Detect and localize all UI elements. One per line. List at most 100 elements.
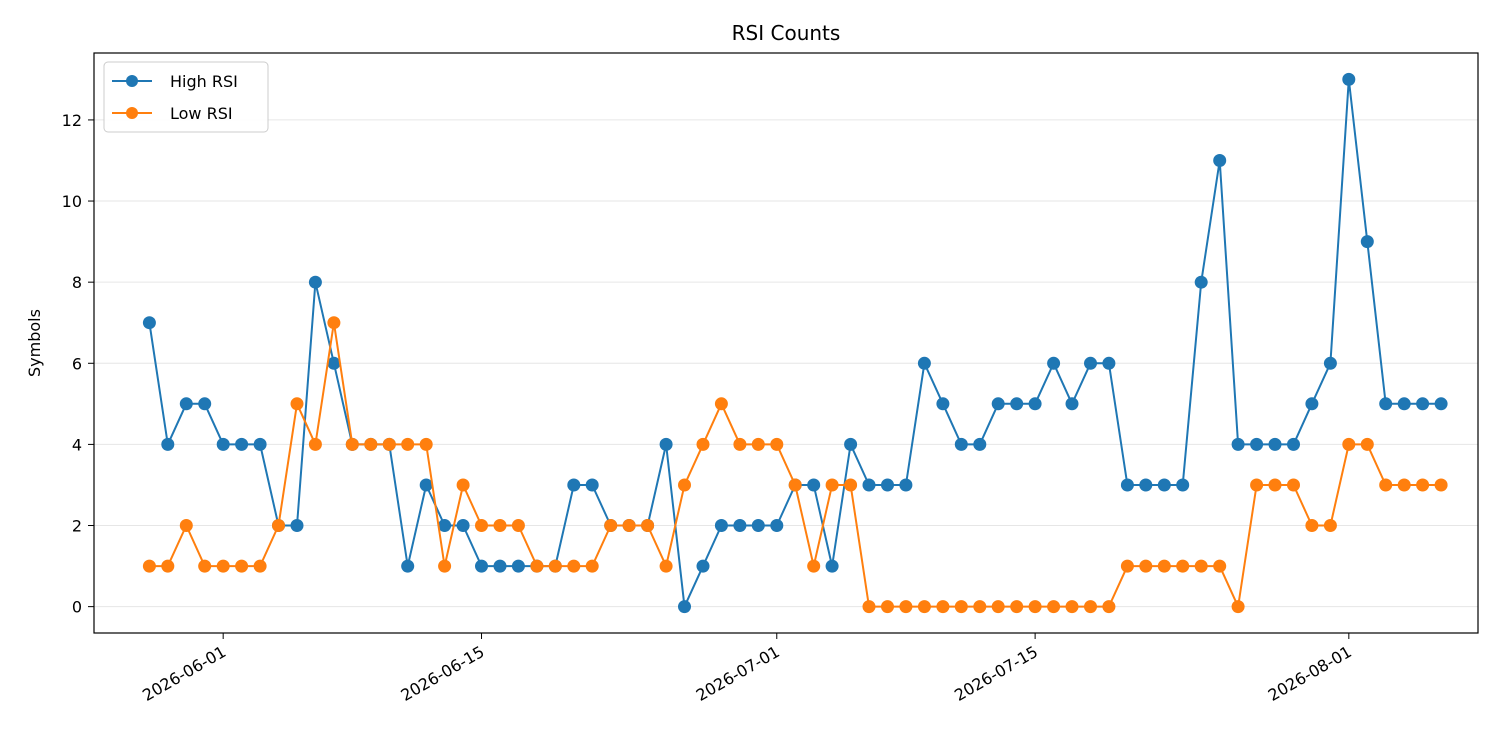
data-point	[973, 600, 987, 614]
data-point	[1194, 275, 1208, 289]
data-point	[751, 437, 765, 451]
data-point	[1213, 154, 1227, 167]
data-point	[1176, 478, 1190, 492]
y-tick-label: 6	[72, 354, 82, 373]
data-point	[881, 478, 894, 492]
data-point	[1102, 600, 1116, 614]
data-point	[253, 559, 267, 573]
data-point	[770, 437, 784, 451]
data-point	[290, 519, 304, 532]
data-point	[1010, 600, 1024, 614]
data-point	[179, 519, 193, 532]
data-point	[807, 478, 821, 492]
data-point	[991, 600, 1005, 614]
data-point	[585, 478, 599, 492]
legend: High RSI Low RSI	[103, 61, 269, 133]
data-point	[1102, 356, 1116, 370]
data-point	[364, 437, 378, 451]
data-point	[1323, 519, 1337, 532]
data-point	[714, 519, 728, 532]
data-point	[1010, 397, 1024, 411]
data-point	[1250, 437, 1264, 451]
data-point	[327, 316, 341, 330]
data-point	[401, 437, 415, 451]
data-point	[438, 559, 452, 573]
data-point	[1397, 478, 1411, 492]
data-point	[622, 519, 636, 532]
data-point	[475, 559, 488, 573]
data-point	[567, 478, 581, 492]
data-point	[1268, 478, 1282, 492]
data-point	[401, 559, 415, 573]
data-point	[585, 559, 599, 573]
data-point	[1360, 235, 1374, 249]
data-point	[1305, 397, 1319, 411]
data-point	[253, 437, 267, 451]
legend-box	[103, 61, 269, 133]
data-point	[604, 519, 618, 532]
data-point	[1397, 397, 1411, 411]
data-point	[1342, 437, 1356, 451]
data-point	[1120, 478, 1134, 492]
data-point	[419, 437, 433, 451]
y-tick-label: 2	[72, 517, 82, 536]
data-point	[788, 478, 802, 492]
data-point	[511, 519, 525, 532]
data-point	[1379, 478, 1393, 492]
data-point	[290, 397, 304, 411]
data-point	[1434, 397, 1448, 411]
data-point	[456, 478, 470, 492]
data-point	[659, 559, 673, 573]
data-point	[308, 437, 322, 451]
data-point	[1268, 437, 1282, 451]
data-point	[308, 275, 322, 289]
data-point	[1139, 559, 1153, 573]
legend-label-high-rsi: High RSI	[170, 72, 238, 91]
y-tick-label: 8	[72, 273, 82, 292]
data-point	[936, 600, 950, 614]
data-point	[844, 478, 858, 492]
data-point	[493, 519, 507, 532]
data-point	[456, 519, 470, 532]
data-point	[438, 519, 452, 532]
chart-title: RSI Counts	[732, 21, 841, 45]
data-point	[1120, 559, 1134, 573]
data-point	[198, 397, 212, 411]
data-point	[807, 559, 821, 573]
data-point	[216, 437, 230, 451]
data-point	[899, 600, 913, 614]
data-point	[161, 559, 175, 573]
data-point	[844, 437, 858, 451]
data-point	[511, 559, 525, 573]
data-point	[198, 559, 212, 573]
data-point	[714, 397, 728, 411]
data-point	[161, 437, 175, 451]
data-point	[475, 519, 488, 532]
data-point	[1434, 478, 1448, 492]
data-point	[382, 437, 396, 451]
data-point	[1065, 600, 1079, 614]
data-point	[770, 519, 784, 532]
data-point	[751, 519, 765, 532]
data-point	[345, 437, 359, 451]
data-point	[179, 397, 193, 411]
data-point	[1323, 356, 1337, 370]
data-point	[235, 437, 249, 451]
data-point	[1047, 600, 1061, 614]
data-point	[1287, 478, 1300, 492]
y-axis-label: Symbols	[25, 309, 44, 377]
y-tick-label: 4	[72, 435, 82, 454]
data-point	[493, 559, 507, 573]
y-tick-label: 0	[72, 598, 82, 617]
series-low-rsi	[142, 316, 1448, 614]
data-point	[1176, 559, 1190, 573]
data-point	[1194, 559, 1208, 573]
data-point	[1157, 559, 1171, 573]
data-point	[696, 437, 710, 451]
data-point	[1084, 356, 1097, 370]
data-point	[272, 519, 285, 532]
data-point	[1416, 478, 1430, 492]
data-point	[1065, 397, 1079, 411]
legend-label-low-rsi: Low RSI	[170, 104, 233, 123]
